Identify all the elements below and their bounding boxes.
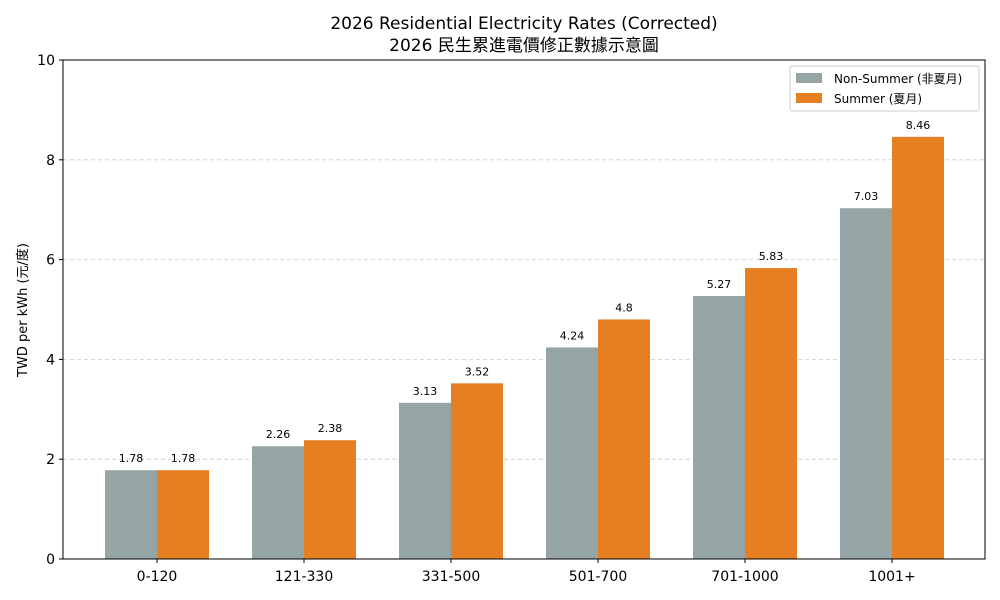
legend: Non-Summer (非夏月) Summer (夏月): [789, 65, 980, 112]
y-tick-label: 0: [46, 552, 55, 568]
data-label: 8.46: [906, 119, 931, 132]
data-label: 1.78: [119, 452, 144, 465]
bar-non-summer: [546, 347, 598, 559]
data-label: 4.24: [560, 329, 585, 342]
bar-summer: [451, 383, 503, 559]
legend-swatch-non-summer: [796, 73, 822, 83]
x-tick-label: 0-120: [137, 569, 178, 585]
legend-swatch-summer: [796, 93, 822, 103]
chart-title: 2026 Residential Electricity Rates (Corr…: [330, 14, 717, 34]
bar-non-summer: [252, 446, 304, 559]
legend-label-non-summer: Non-Summer (非夏月): [834, 72, 962, 86]
plot-frame: [62, 59, 986, 560]
chart-subtitle: 2026 民生累進電價修正數據示意圖: [389, 36, 659, 56]
x-tick-label: 121-330: [275, 569, 334, 585]
x-tick-label: 331-500: [422, 569, 481, 585]
x-tick-label: 501-700: [569, 569, 628, 585]
data-label: 5.83: [759, 250, 784, 263]
y-tick-label: 4: [46, 352, 55, 368]
bar-summer: [157, 470, 209, 559]
y-axis-label: TWD per kWh (元/度): [15, 243, 31, 378]
x-tick-label: 701-1000: [711, 569, 778, 585]
y-tick-label: 8: [46, 153, 55, 169]
bar-non-summer: [399, 402, 451, 559]
data-label: 5.27: [707, 278, 732, 291]
data-label: 3.13: [413, 385, 438, 398]
bar-non-summer: [105, 470, 157, 559]
bar-summer: [892, 136, 944, 559]
data-label: 2.26: [266, 428, 291, 441]
data-label: 4.8: [615, 301, 633, 314]
y-tick-label: 2: [46, 452, 55, 468]
y-tick-label: 6: [46, 253, 55, 269]
bar-non-summer: [693, 296, 745, 559]
legend-label-summer: Summer (夏月): [834, 92, 922, 106]
data-label: 2.38: [318, 422, 343, 435]
data-label: 1.78: [171, 452, 196, 465]
data-label: 3.52: [465, 365, 490, 378]
data-label: 7.03: [854, 190, 879, 203]
x-tick-label: 1001+: [868, 569, 915, 585]
bar-summer: [598, 319, 650, 559]
bar-non-summer: [840, 208, 892, 559]
y-tick-label: 10: [37, 53, 55, 69]
bar-summer: [304, 440, 356, 559]
bar-summer: [745, 268, 797, 559]
